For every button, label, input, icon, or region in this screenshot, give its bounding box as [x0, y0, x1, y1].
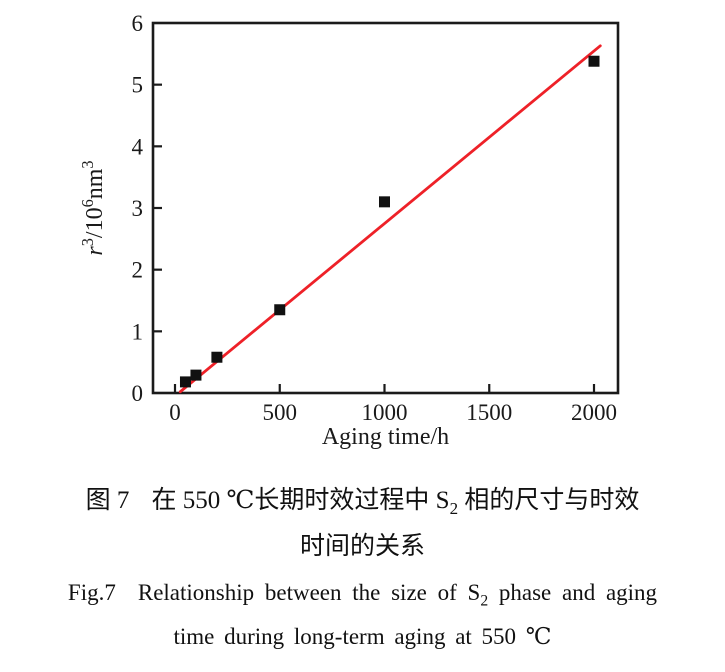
y-axis-tick-label: 1 — [132, 319, 144, 344]
data-point — [274, 304, 286, 316]
data-point — [588, 55, 600, 67]
figure-number-cn: 图 7 — [85, 487, 130, 514]
y-axis-tick-label: 4 — [132, 134, 144, 159]
x-axis-tick-label: 1000 — [362, 400, 408, 425]
y-axis-tick-label: 3 — [132, 196, 144, 221]
fit-line — [178, 44, 602, 394]
scatter-chart: 0 500 1000 1500 2000 0 1 2 3 4 5 6 — [132, 11, 620, 425]
x-axis-tick-label: 1500 — [466, 400, 512, 425]
y-axis-tick-label: 2 — [132, 258, 144, 283]
caption-cn-text-pre: 在 550 ℃长期时效过程中 S — [151, 487, 450, 514]
caption-en-text-pre: Relationship between the size of S — [137, 580, 481, 605]
x-axis-tick-label: 0 — [169, 400, 181, 425]
caption-en-subscript: 2 — [480, 592, 489, 610]
data-point — [379, 196, 390, 208]
y-axis-sup-1: 3 — [78, 238, 97, 247]
caption-chinese-line2: 时间的关系 — [299, 533, 425, 560]
caption-chinese-line1: 图 7 在 550 ℃长期时效过程中 S2 相的尺寸与时效 — [0, 480, 725, 519]
caption-en-text-post: phase and aging — [488, 580, 658, 605]
caption-cn-text-post: 相的尺寸与时效 — [458, 487, 640, 514]
data-point — [179, 376, 191, 388]
caption-cn-subscript: 2 — [449, 499, 459, 518]
y-axis-tick-label: 0 — [132, 381, 144, 406]
plot-frame — [151, 21, 620, 395]
y-axis-sup-2: 6 — [78, 199, 97, 208]
figure-number-en: Fig.7 — [67, 580, 116, 605]
x-axis-title: Aging time/h — [321, 424, 450, 450]
data-point — [190, 369, 202, 381]
y-axis-sup-3: 3 — [78, 160, 97, 169]
y-axis-variable: r — [82, 246, 108, 256]
caption-english-line1: Fig.7 Relationship between the size of S2… — [0, 580, 725, 611]
y-axis-unit: nm — [82, 168, 108, 200]
y-axis-title: r3/106nm3 — [78, 128, 108, 288]
caption-english-line2: time during long-term aging at 550 ℃ — [173, 624, 552, 649]
y-axis-tick-label: 6 — [132, 11, 144, 36]
x-axis-tick-label: 2000 — [571, 400, 617, 425]
y-axis-mid: /10 — [82, 207, 108, 239]
x-axis-tick-label: 500 — [263, 400, 298, 425]
data-point — [211, 351, 223, 363]
y-axis-tick-label: 5 — [132, 73, 144, 98]
